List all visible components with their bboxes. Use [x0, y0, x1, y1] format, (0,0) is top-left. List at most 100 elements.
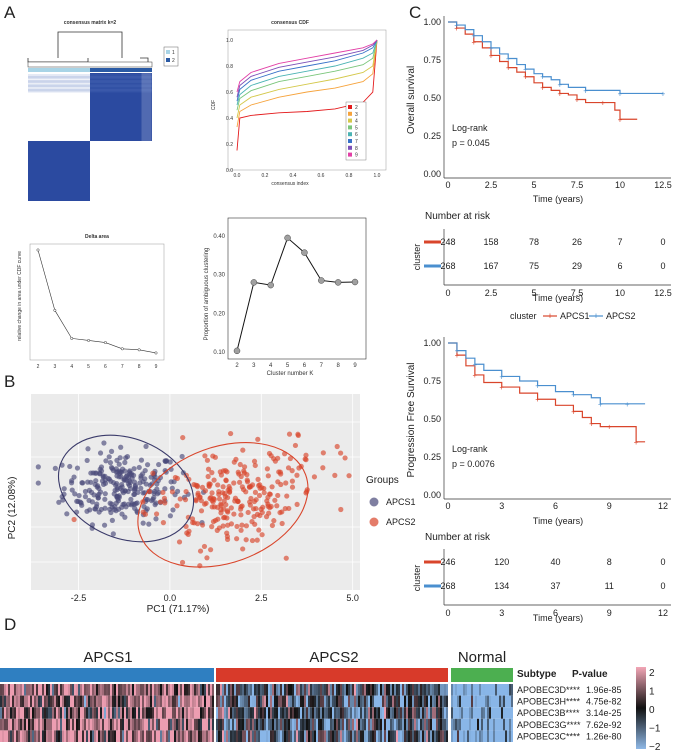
heatmap-cell	[451, 718, 453, 731]
heatmap-cell	[346, 718, 348, 731]
pca-point-apcs2	[190, 519, 196, 526]
pca-point-apcs2	[235, 469, 241, 475]
heatmap-cell	[459, 684, 461, 696]
heatmap-cell	[499, 707, 501, 719]
heatmap-cell	[140, 684, 142, 696]
cdf-xtick: 0.4	[290, 173, 297, 179]
heatmap-cell	[479, 730, 481, 742]
os-censor-mark: +	[661, 89, 666, 98]
cdf-frame	[227, 29, 387, 171]
heatmap-cell	[511, 684, 513, 696]
os-risk-title: Number at risk	[425, 211, 491, 222]
heatmap-cell	[148, 695, 150, 708]
heatmap-cell	[326, 684, 328, 696]
heatmap-cell	[60, 684, 62, 696]
pca-point-apcs1	[118, 444, 124, 450]
heatmap-cell	[220, 730, 222, 742]
heatmap-cell	[451, 707, 453, 719]
heatmap-cell	[234, 695, 236, 708]
pca-point-apcs2	[245, 509, 251, 516]
pca-point-apcs1	[76, 492, 82, 499]
pfs-censor-mark: +	[625, 400, 630, 409]
heatmap-cell	[304, 707, 306, 719]
heatmap-cell	[84, 730, 86, 742]
heatmap-cell	[489, 695, 491, 708]
pca-legend-label-apcs2: APCS2	[386, 517, 416, 527]
pca-point-apcs1	[144, 462, 151, 468]
pca-point-apcs2	[193, 482, 199, 488]
heatmap-cell	[216, 695, 218, 708]
heatmap-cell	[60, 707, 62, 719]
heatmap-cell	[62, 707, 64, 719]
pfs-chart: Progression Free Survival Time (years) L…	[406, 337, 671, 526]
heatmap-cell	[495, 684, 497, 696]
heatmap-cell	[312, 730, 314, 742]
heatmap-cell	[489, 684, 491, 696]
heatmap-cell	[102, 695, 104, 708]
pfs-censor-mark: +	[571, 407, 576, 416]
heatmap-cell	[134, 684, 136, 696]
heatmap-cell	[350, 718, 352, 731]
pca-point-apcs2	[311, 474, 318, 480]
heatmap-cell	[170, 718, 172, 731]
heatmap-cell	[410, 695, 412, 708]
pca-point-apcs2	[342, 455, 348, 461]
heatmap-cell	[304, 730, 306, 742]
heatmap-cell	[88, 707, 90, 719]
heatmap-cell	[96, 684, 98, 696]
os-xtick: 12.5	[654, 180, 672, 190]
os-censor-mark: +	[523, 65, 528, 74]
heatmap-cell	[444, 718, 446, 731]
pac-ytick: 0.40	[213, 234, 225, 240]
heatmap-cell	[132, 718, 134, 731]
heatmap-cell	[386, 684, 388, 696]
heatmap-cell	[90, 730, 92, 742]
heatmap-cell	[40, 730, 42, 742]
heatmap-cell	[390, 684, 392, 696]
heatmap-cell	[180, 730, 182, 742]
heatmap-cell	[334, 730, 336, 742]
heatmap-cell	[398, 718, 400, 731]
heatmap-cell	[2, 684, 4, 696]
heatmap-cell	[402, 695, 404, 708]
heatmap-cell	[406, 707, 408, 719]
pca-point-apcs2	[209, 524, 215, 530]
pfs-risk-title: Number at risk	[425, 532, 491, 543]
heatmap-cell	[408, 718, 410, 731]
os-xtick: 0	[445, 180, 450, 190]
heatmap-cell	[493, 695, 495, 708]
pca-point-apcs1	[94, 501, 100, 507]
heatmap-cell	[340, 684, 342, 696]
heatmap-cell	[38, 695, 40, 708]
heatmap-cell	[306, 684, 308, 696]
heatmap-cell	[22, 730, 24, 742]
km-legend-title: cluster	[510, 311, 537, 321]
heatmap-cells	[0, 684, 513, 742]
heatmap-cell	[436, 684, 438, 696]
cm-legend-label-2: 2	[172, 58, 175, 64]
heatmap-cell	[346, 707, 348, 719]
heatmap-cell	[340, 707, 342, 719]
pca-point-apcs2	[252, 521, 258, 527]
pca-point-apcs1	[120, 501, 126, 508]
heatmap-header-pvalue: P-value	[572, 669, 608, 680]
heatmap-cell	[505, 730, 507, 742]
heatmap-cell	[96, 695, 98, 708]
heatmap-cell	[226, 695, 228, 708]
heatmap-cell	[166, 707, 168, 719]
pca-point-apcs1	[87, 507, 93, 513]
heatmap-cell	[204, 684, 206, 696]
heatmap-cell	[276, 718, 278, 731]
pfs-ylabel: Progression Free Survival	[406, 362, 417, 477]
heatmap-cell	[232, 695, 234, 708]
heatmap-cell	[487, 730, 489, 742]
heatmap-cell	[370, 707, 372, 719]
pfs-logrank: Log-rank	[452, 444, 488, 454]
heatmap-cell	[260, 730, 262, 742]
pca-point-apcs2	[204, 555, 210, 561]
heatmap-cell	[408, 707, 410, 719]
heatmap-cell	[146, 707, 148, 719]
heatmap-cell	[216, 718, 218, 731]
heatmap-cell	[430, 718, 432, 731]
heatmap-cell	[276, 707, 278, 719]
